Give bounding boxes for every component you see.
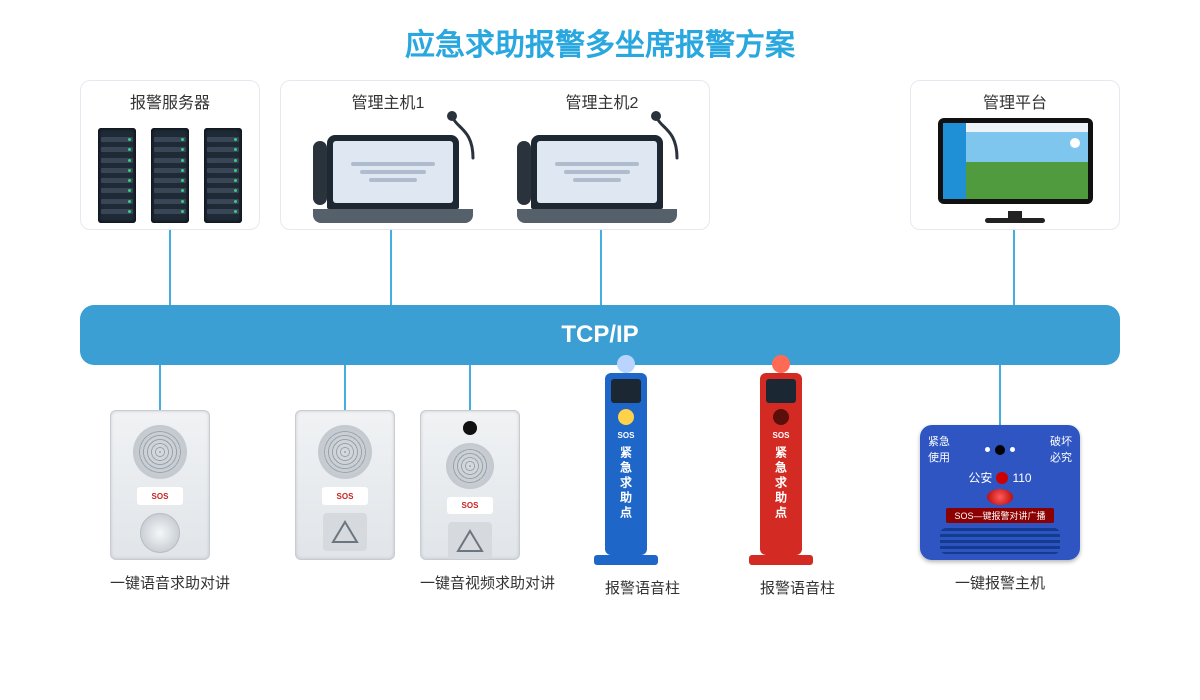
alarmbox-strip: SOS—键报警对讲广播 — [946, 508, 1053, 523]
box-platform: 管理平台 — [910, 80, 1120, 230]
console-host-icon — [313, 135, 473, 223]
monitor-icon — [938, 118, 1093, 223]
diagram-stage: 报警服务器 管理主机1 管理主机2 — [80, 80, 1120, 670]
cap-intercom-video2: 一键音视频求助对讲 — [420, 572, 555, 593]
line-abox — [999, 365, 1001, 425]
line-server — [169, 230, 171, 305]
cap-pillar-blue: 报警语音柱 — [605, 577, 680, 598]
dev-alarm-box: 紧急 使用 破坏 必究 公安 110 SOS—键报警对讲广播 一键报警主机 — [920, 425, 1080, 593]
line-audio — [159, 365, 161, 415]
alarmbox-right-text: 破坏 必究 — [1050, 433, 1072, 465]
line-video2 — [469, 365, 471, 415]
label-platform: 管理平台 — [911, 89, 1119, 113]
cap-pillar-red: 报警语音柱 — [760, 577, 835, 598]
cap-alarm-box: 一键报警主机 — [920, 572, 1080, 593]
intercom-panel-icon: SOS — [295, 410, 395, 560]
box-hosts: 管理主机1 管理主机2 — [280, 80, 710, 230]
page-title: 应急求助报警多坐席报警方案 — [0, 0, 1200, 64]
intercom-panel-icon: SOS — [110, 410, 210, 560]
alarmbox-pa-text: 公安 — [968, 469, 992, 486]
server-rack-icon — [151, 128, 189, 223]
server-rack-icon — [98, 128, 136, 223]
intercom-panel-icon: SOS — [420, 410, 520, 560]
label-host1: 管理主机1 — [281, 89, 495, 113]
alarm-box-icon: 紧急 使用 破坏 必究 公安 110 SOS—键报警对讲广播 — [920, 425, 1080, 560]
console-host-icon — [517, 135, 677, 223]
dev-intercom-video2: SOS 一键音视频求助对讲 — [420, 410, 555, 593]
cap-intercom-audio: 一键语音求助对讲 — [110, 572, 230, 593]
dev-intercom-audio: SOS 一键语音求助对讲 — [110, 410, 230, 593]
line-host1 — [390, 230, 392, 305]
alarmbox-pa-num: 110 — [1012, 471, 1031, 485]
line-video1 — [344, 365, 346, 415]
alarm-pillar-icon: SOS 紧急求助点 — [605, 355, 647, 565]
network-bar: TCP/IP — [80, 305, 1120, 365]
dev-intercom-video1: SOS — [295, 410, 395, 572]
dev-pillar-blue: SOS 紧急求助点 报警语音柱 — [605, 410, 680, 598]
server-rack-icon — [204, 128, 242, 223]
alarm-pillar-icon: SOS 紧急求助点 — [760, 355, 802, 565]
dev-pillar-red: SOS 紧急求助点 报警语音柱 — [760, 410, 835, 598]
line-host2 — [600, 230, 602, 305]
alarmbox-left-text: 紧急 使用 — [928, 433, 950, 465]
box-server: 报警服务器 — [80, 80, 260, 230]
label-host2: 管理主机2 — [495, 89, 709, 113]
label-server: 报警服务器 — [81, 89, 259, 113]
line-platform — [1013, 230, 1015, 305]
